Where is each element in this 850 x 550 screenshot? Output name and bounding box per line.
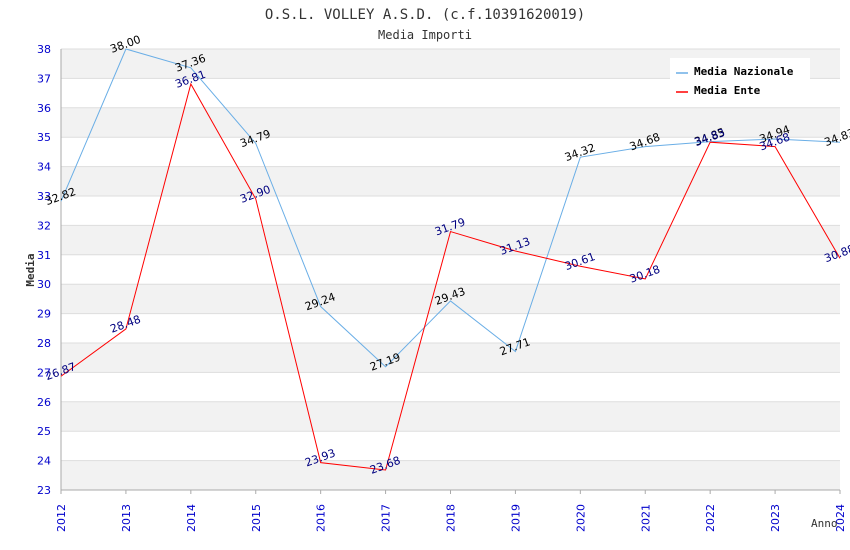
series-line-media-nazionale [60, 48, 841, 368]
y-tick-label: 28 [37, 337, 51, 350]
chart-subtitle: Media Importi [378, 28, 472, 42]
y-tick-label: 38 [37, 43, 51, 56]
y-tick-label: 32 [37, 219, 51, 232]
y-tick-label: 25 [37, 425, 51, 438]
x-tick-label: 2017 [380, 504, 393, 532]
y-tick-label: 36 [37, 102, 51, 115]
x-tick-label: 2021 [639, 504, 652, 532]
x-axis: 2012 2013 2014 2015 2016 2017 2018 2019 2020 2021… [55, 490, 847, 532]
y-tick-label: 24 [37, 455, 51, 468]
plot-band [61, 225, 840, 255]
legend-label-ente: Media Ente [694, 84, 761, 97]
x-tick-label: 2019 [509, 504, 522, 532]
y-tick-label: 30 [37, 278, 51, 291]
y-tick-label: 26 [37, 396, 51, 409]
x-tick-label: 2015 [250, 504, 263, 532]
x-tick-label: 2018 [445, 504, 458, 532]
y-tick-label: 27 [37, 366, 51, 379]
plot-band [61, 107, 840, 138]
plot-band [61, 460, 840, 490]
y-tick-label: 37 [37, 72, 51, 85]
plot-band [61, 254, 840, 285]
x-tick-label: 2013 [120, 504, 133, 532]
series-line-media-ente [60, 82, 841, 471]
y-axis-title: Media [24, 253, 37, 286]
plot-band [61, 166, 840, 196]
plot-band [61, 431, 840, 461]
x-tick-label: 2020 [574, 504, 587, 532]
plot-band [61, 196, 840, 226]
y-tick-label: 33 [37, 190, 51, 203]
x-axis-title: Anno [811, 517, 838, 530]
chart-title: O.S.L. VOLLEY A.S.D. (c.f.10391620019) [265, 7, 585, 23]
y-axis: 23 24 25 26 27 28 29 30 31 32 33 34 35 36 37 38 [37, 43, 51, 497]
x-tick-label: 2012 [55, 504, 68, 532]
y-tick-label: 31 [37, 249, 51, 262]
x-tick-label: 2016 [315, 504, 328, 532]
plot-band [61, 137, 840, 167]
legend-label-nazionale: Media Nazionale [694, 65, 794, 78]
x-tick-label: 2024 [834, 504, 847, 532]
plot-band [61, 343, 840, 373]
x-tick-label: 2014 [185, 504, 198, 532]
plot-band [61, 372, 840, 402]
legend: Media Nazionale Media Ente [670, 58, 810, 101]
plot-band [61, 401, 840, 432]
y-tick-label: 34 [37, 161, 51, 174]
legend-box [670, 58, 810, 101]
y-tick-label: 29 [37, 308, 51, 321]
y-tick-label: 23 [37, 484, 51, 497]
plot-band [61, 313, 840, 343]
x-tick-label: 2023 [769, 504, 782, 532]
plot-area [60, 48, 840, 491]
plot-band [61, 284, 840, 314]
x-tick-label: 2022 [704, 504, 717, 532]
y-tick-label: 35 [37, 131, 51, 144]
